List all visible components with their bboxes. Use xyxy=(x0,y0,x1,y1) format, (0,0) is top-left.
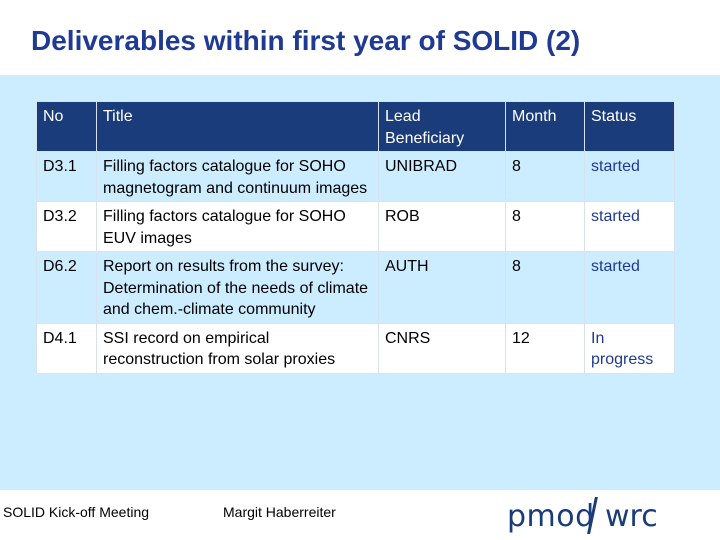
table-row: D3.2 Filling factors catalogue for SOHO … xyxy=(36,201,675,252)
cell-lead: ROB xyxy=(378,201,506,252)
cell-status: started xyxy=(584,151,675,202)
header-status: Status xyxy=(584,101,675,152)
cell-lead: CNRS xyxy=(378,322,506,374)
cell-month: 8 xyxy=(505,151,585,202)
table-row: D6.2 Report on results from the survey: … xyxy=(36,251,675,324)
cell-no: D3.1 xyxy=(36,151,97,202)
slide-title: Deliverables within first year of SOLID … xyxy=(31,25,581,56)
header-lead-beneficiary: Lead Beneficiary xyxy=(378,101,506,152)
footer-author: Margit Haberreiter xyxy=(223,504,336,520)
cell-title: SSI record on empirical reconstruction f… xyxy=(96,322,379,374)
cell-title: Report on results from the survey: Deter… xyxy=(96,251,379,324)
cell-title: Filling factors catalogue for SOHO EUV i… xyxy=(96,201,379,252)
cell-lead: AUTH xyxy=(378,251,506,324)
cell-status: In progress xyxy=(584,322,675,374)
logo-text-pmod: pmod xyxy=(507,499,595,534)
header-no: No xyxy=(36,101,97,152)
cell-status: started xyxy=(584,201,675,252)
header-month: Month xyxy=(505,101,585,152)
cell-month: 8 xyxy=(505,201,585,252)
header-title: Title xyxy=(96,101,379,152)
logo-text-wrc: wrc xyxy=(605,499,658,534)
table-header-row: No Title Lead Beneficiary Month Status xyxy=(36,101,675,152)
pmod-wrc-logo: pmod wrc xyxy=(497,493,682,540)
footer-meeting: SOLID Kick-off Meeting xyxy=(3,504,150,520)
cell-lead: UNIBRAD xyxy=(378,151,506,202)
cell-status: started xyxy=(584,251,675,324)
cell-no: D3.2 xyxy=(36,201,97,252)
cell-no: D4.1 xyxy=(36,322,97,374)
cell-title: Filling factors catalogue for SOHO magne… xyxy=(96,151,379,202)
table-row: D4.1 SSI record on empirical reconstruct… xyxy=(36,322,675,374)
cell-no: D6.2 xyxy=(36,251,97,324)
cell-month: 8 xyxy=(505,251,585,324)
deliverables-table: No Title Lead Beneficiary Month Status D… xyxy=(36,101,675,374)
cell-month: 12 xyxy=(505,322,585,374)
table-row: D3.1 Filling factors catalogue for SOHO … xyxy=(36,151,675,202)
